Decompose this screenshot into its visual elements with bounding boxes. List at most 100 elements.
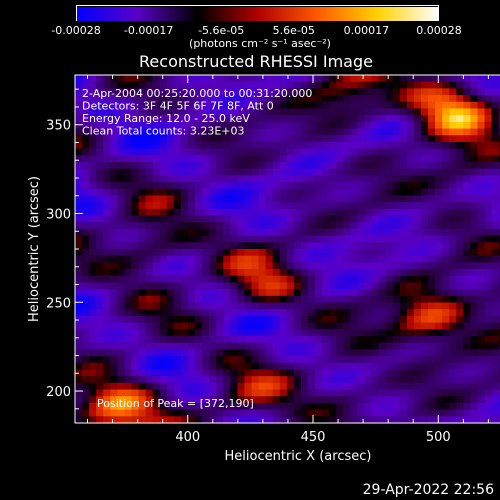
heatmap-cell	[279, 141, 288, 150]
heatmap-cell	[89, 282, 97, 290]
heatmap-cell	[251, 315, 260, 324]
heatmap-cell	[442, 235, 450, 243]
heatmap-cell	[315, 135, 323, 143]
heatmap-cell	[286, 195, 295, 203]
heatmap-cell	[216, 336, 224, 344]
heatmap-cell	[75, 362, 83, 371]
heatmap-cell	[293, 376, 302, 384]
heatmap-cell	[343, 269, 351, 277]
heatmap-cell	[357, 108, 366, 116]
heatmap-cell	[442, 315, 450, 324]
heatmap-cell	[293, 295, 302, 304]
heatmap-cell	[470, 101, 479, 110]
heatmap-cell	[350, 309, 359, 317]
heatmap-cell	[265, 249, 274, 257]
heatmap-cell	[117, 275, 126, 284]
heatmap-cell	[265, 356, 274, 364]
heatmap-cell	[364, 115, 373, 123]
heatmap-cell	[96, 409, 104, 417]
heatmap-cell	[244, 222, 253, 230]
heatmap-cell	[124, 349, 133, 357]
heatmap-cell	[413, 208, 422, 217]
heatmap-cell	[293, 322, 302, 330]
heatmap-cell	[152, 249, 161, 257]
heatmap-cell	[371, 182, 380, 190]
heatmap-cell	[470, 262, 479, 270]
heatmap-cell	[272, 108, 281, 116]
heatmap-cell	[265, 295, 274, 304]
heatmap-cell	[75, 349, 83, 357]
heatmap-cell	[357, 222, 366, 230]
heatmap-cell	[491, 342, 500, 350]
heatmap-cell	[406, 215, 415, 223]
heatmap-cell	[413, 409, 422, 417]
heatmap-cell	[272, 356, 281, 364]
heatmap-cell	[173, 182, 182, 190]
heatmap-cell	[378, 115, 387, 123]
heatmap-cell	[96, 155, 104, 163]
heatmap-cell	[117, 235, 126, 243]
heatmap-cell	[491, 376, 500, 384]
heatmap-cell	[399, 336, 408, 344]
heatmap-cell	[406, 101, 415, 110]
heatmap-cell	[392, 88, 401, 96]
heatmap-cell	[209, 88, 217, 96]
heatmap-cell	[237, 402, 246, 411]
heatmap-cell	[442, 175, 450, 183]
heatmap-cell	[463, 88, 471, 96]
heatmap-cell	[435, 75, 443, 83]
heatmap-cell	[420, 202, 429, 210]
heatmap-cell	[187, 182, 196, 190]
heatmap-cell	[202, 75, 210, 83]
heatmap-cell	[265, 255, 274, 263]
heatmap-cell	[442, 75, 450, 83]
heatmap-cell	[82, 402, 90, 411]
heatmap-cell	[286, 108, 295, 116]
heatmap-cell	[202, 228, 210, 237]
heatmap-cell	[300, 202, 309, 210]
heatmap-cell	[371, 188, 380, 197]
heatmap-cell	[237, 289, 246, 297]
heatmap-cell	[371, 235, 380, 243]
heatmap-cell	[470, 376, 479, 384]
heatmap-cell	[75, 202, 83, 210]
heatmap-cell	[187, 95, 196, 103]
heatmap-cell	[329, 409, 337, 417]
heatmap-cell	[435, 262, 443, 270]
heatmap-cell	[378, 121, 387, 130]
heatmap-cell	[173, 235, 182, 243]
heatmap-cell	[117, 121, 126, 130]
heatmap-cell	[413, 182, 422, 190]
heatmap-cell	[392, 329, 401, 337]
heatmap-cell	[456, 262, 464, 270]
heatmap-cell	[470, 222, 479, 230]
heatmap-cell	[329, 336, 337, 344]
heatmap-cell	[159, 362, 168, 371]
heatmap-cell	[251, 95, 260, 103]
heatmap-cell	[392, 342, 401, 350]
heatmap-cell	[322, 155, 330, 163]
heatmap-cell	[399, 356, 408, 364]
heatmap-cell	[378, 302, 387, 310]
heatmap-cell	[187, 262, 196, 270]
heatmap-cell	[187, 135, 196, 143]
heatmap-cell	[378, 155, 387, 163]
heatmap-cell	[152, 128, 161, 136]
heatmap-cell	[456, 121, 464, 130]
heatmap-cell	[484, 275, 493, 284]
heatmap-cell	[357, 382, 366, 391]
heatmap-cell	[75, 228, 83, 237]
heatmap-cell	[498, 269, 500, 277]
heatmap-cell	[131, 275, 140, 284]
heatmap-cell	[399, 162, 408, 170]
heatmap-cell	[357, 289, 366, 297]
heatmap-cell	[187, 88, 196, 96]
heatmap-cell	[159, 336, 168, 344]
heatmap-cell	[96, 88, 104, 96]
heatmap-cell	[124, 175, 133, 183]
heatmap-cell	[237, 88, 246, 96]
heatmap-cell	[364, 295, 373, 304]
heatmap-cell	[293, 249, 302, 257]
heatmap-cell	[272, 249, 281, 257]
heatmap-cell	[463, 362, 471, 371]
